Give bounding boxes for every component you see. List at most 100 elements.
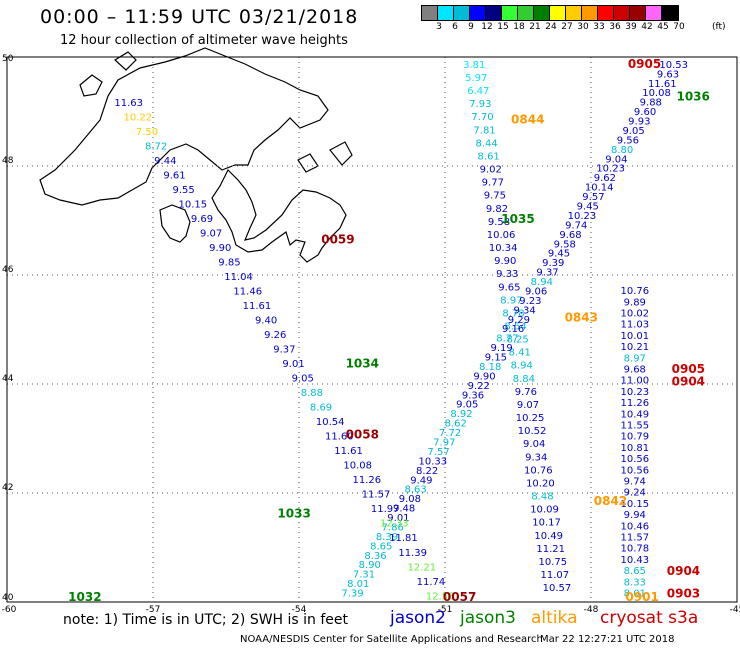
wave-height-value: 10.09: [530, 505, 559, 516]
wave-height-value: 9.22: [468, 381, 490, 392]
wave-height-value: 9.45: [548, 249, 570, 260]
latitude-tick-label: 46: [2, 265, 14, 275]
color-scale-label: 21: [529, 22, 541, 32]
wave-height-value: 9.69: [191, 214, 213, 225]
wave-height-value: 9.93: [628, 117, 650, 128]
wave-height-value: 9.02: [480, 165, 502, 176]
wave-height-value: 7.57: [427, 447, 449, 458]
wave-height-value: 10.01: [620, 331, 649, 342]
latitude-tick-label: 44: [2, 374, 14, 384]
plot-frame: [6, 56, 738, 603]
wave-height-value: 10.02: [620, 308, 649, 319]
wave-height-value: 9.85: [218, 258, 240, 269]
wave-height-value: 10.49: [534, 531, 563, 542]
color-scale-label: 36: [609, 22, 621, 32]
footnote: note: 1) Time is in UTC; 2) SWH is in fe…: [63, 612, 349, 628]
wave-height-value: 9.24: [624, 488, 646, 499]
wave-height-value: 11.46: [233, 287, 262, 298]
wave-height-value: 12.33: [380, 519, 409, 530]
pass-time-label: 0058: [346, 428, 379, 442]
wave-height-value: 8.36: [364, 551, 386, 562]
graticule: [7, 57, 737, 602]
wave-height-value: 8.78: [502, 308, 524, 319]
color-scale-label: 15: [497, 22, 509, 32]
wave-height-value: 11.07: [541, 570, 570, 581]
latitude-tick-label: 48: [2, 156, 14, 166]
wave-height-value: 6.47: [467, 86, 489, 97]
color-scale-label: 33: [593, 22, 605, 32]
wave-height-value: 9.37: [273, 345, 295, 356]
pass-time-label: 0904: [667, 564, 700, 578]
color-scale-label: 3: [436, 22, 442, 32]
wave-height-value: 9.57: [582, 192, 604, 203]
wave-height-value: 9.49: [410, 475, 432, 486]
wave-height-value: 9.29: [508, 315, 530, 326]
wave-height-value: 8.33: [624, 577, 646, 588]
wave-height-value: 9.90: [473, 371, 495, 382]
wave-height-value: 10.08: [642, 88, 671, 99]
wave-height-value: 10.34: [489, 243, 518, 254]
wave-height-value: 10.23: [620, 387, 649, 398]
latitude-tick-label: 40: [2, 593, 14, 603]
wave-height-value: 10.14: [585, 183, 614, 194]
wave-height-value: 9.58: [554, 239, 576, 250]
wave-height-value: 11.61: [243, 301, 272, 312]
wave-height-value: 9.44: [154, 156, 176, 167]
wave-height-value: 10.08: [343, 461, 372, 472]
wave-height-value: 8.48: [531, 492, 553, 503]
wave-height-value: 8.01: [347, 579, 369, 590]
wave-height-value: 11.55: [620, 421, 649, 432]
wave-height-value: 7.70: [471, 112, 493, 123]
wave-height-value: 9.36: [462, 390, 484, 401]
wave-height-value: 11.81: [389, 533, 418, 544]
wave-height-value: 10.57: [543, 583, 572, 594]
wave-height-value: 11.26: [353, 475, 382, 486]
wave-height-value: 11.21: [536, 544, 565, 555]
wave-height-value: 7.39: [341, 589, 363, 600]
wave-height-value: 9.82: [486, 204, 508, 215]
pass-time-label: 0904: [672, 375, 705, 389]
wave-height-value: 9.01: [387, 513, 409, 524]
wave-height-value: 10.15: [620, 499, 649, 510]
wave-height-value: 8.94: [511, 361, 533, 372]
color-scale-label: 6: [452, 22, 458, 32]
pass-time-label: 1035: [501, 212, 534, 226]
color-swatch: [582, 6, 598, 20]
wave-height-value: 9.15: [485, 353, 507, 364]
color-swatch: [470, 6, 486, 20]
wave-height-value: 9.33: [496, 269, 518, 280]
wave-height-value: 8.97: [624, 353, 646, 364]
wave-height-value: 11.57: [362, 490, 391, 501]
wave-height-value: 11.26: [620, 398, 649, 409]
wave-height-value: 8.88: [301, 388, 323, 399]
wave-height-value: 7.81: [473, 125, 495, 136]
color-swatch: [566, 6, 582, 20]
wave-height-value: 12.21: [407, 562, 436, 573]
color-swatch: [438, 6, 454, 20]
color-scale-label: 42: [641, 22, 653, 32]
pass-time-label: 0905: [628, 57, 661, 71]
wave-height-value: 9.34: [525, 452, 547, 463]
wave-height-value: 10.20: [526, 478, 555, 489]
wave-height-value: 9.77: [482, 178, 504, 189]
pass-time-label: 1036: [676, 90, 709, 104]
pass-time-label: 0057: [443, 590, 476, 604]
wave-height-value: 11.04: [224, 272, 253, 283]
wave-height-value: 9.34: [513, 305, 535, 316]
legend-altika: altika: [531, 608, 578, 628]
wave-height-value: 9.56: [617, 135, 639, 146]
color-swatch: [598, 6, 614, 20]
wave-height-value: 5.97: [465, 73, 487, 84]
wave-height-value: 8.72: [145, 142, 167, 153]
wave-height-value: 9.39: [542, 258, 564, 269]
wave-height-value: 9.90: [209, 243, 231, 254]
wave-height-value: 11.03: [620, 320, 649, 331]
wave-height-value: 7.97: [433, 438, 455, 449]
pass-time-label: 0843: [565, 310, 598, 324]
latitude-tick-label: 50: [2, 54, 14, 64]
wave-height-value: 9.88: [640, 98, 662, 109]
color-swatch: [662, 6, 678, 20]
wave-height-value: 9.48: [393, 504, 415, 515]
color-scale-label: 24: [545, 22, 557, 32]
wave-height-value: 10.21: [620, 342, 649, 353]
